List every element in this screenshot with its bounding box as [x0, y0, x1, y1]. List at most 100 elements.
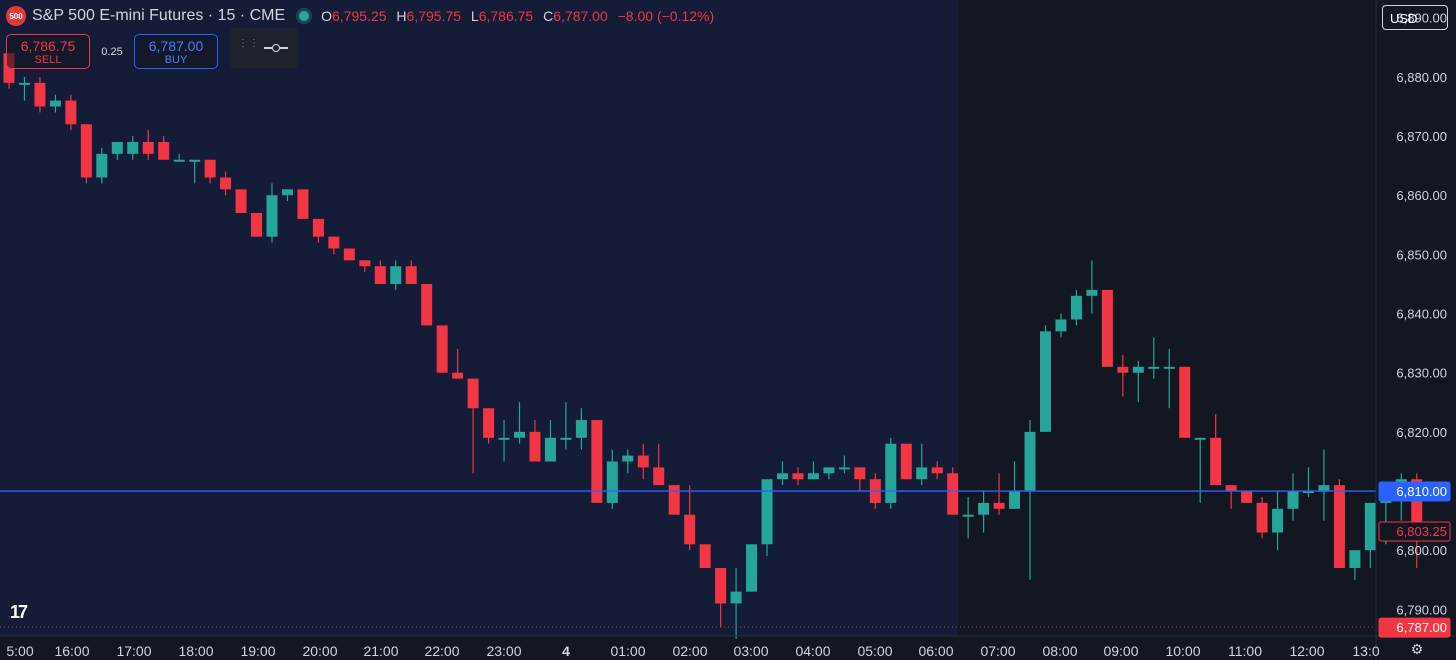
candle-body	[312, 218, 324, 237]
candle	[235, 189, 247, 213]
close-label: C	[543, 8, 554, 24]
candle-body	[1086, 289, 1098, 296]
candle-body	[792, 473, 804, 480]
candle	[266, 183, 278, 243]
gear-icon[interactable]: ⚙	[1410, 641, 1424, 657]
candle-body	[297, 189, 309, 219]
buy-button[interactable]: 6,787.00 BUY	[134, 34, 218, 69]
candle-body	[575, 420, 587, 438]
candle	[34, 76, 46, 113]
candle	[637, 443, 649, 480]
candle-body	[1241, 491, 1253, 503]
candle	[173, 153, 185, 162]
candle-body	[591, 420, 603, 503]
candle	[823, 467, 835, 480]
horizontal-line-price-tag-box	[1378, 481, 1451, 502]
candle	[1241, 491, 1253, 503]
time-tick-label: 01:00	[610, 643, 645, 659]
candle-body	[421, 283, 433, 326]
candle	[452, 349, 464, 379]
candle	[838, 455, 850, 474]
time-axis[interactable]: 5:00 16:00 17:00 18:00 19:00 20:00 21:00 22:00 2…	[6, 643, 1379, 659]
candle	[622, 449, 634, 474]
drag-handle-icon[interactable]: ⋮⋮	[238, 38, 260, 49]
time-tick-label: 07:00	[980, 643, 1015, 659]
market-status-icon[interactable]	[299, 11, 310, 21]
candle	[1364, 502, 1376, 568]
candle	[251, 212, 263, 237]
drawing-tool-widget[interactable]: ⋮⋮	[230, 28, 298, 68]
candle	[1086, 260, 1098, 314]
trade-panel: 6,786.75 SELL 0.25 6,787.00 BUY	[6, 34, 218, 69]
candle	[49, 94, 61, 113]
candle	[653, 443, 665, 486]
candle	[1302, 467, 1314, 497]
price-tick-label: 6,840.00	[1396, 307, 1447, 322]
candle-body	[544, 437, 556, 462]
symbol-title[interactable]: S&P 500 E-mini Futures · 15 · CME	[32, 7, 286, 24]
high-label: H	[396, 8, 407, 24]
time-tick-label: 09:00	[1103, 643, 1138, 659]
candle	[467, 378, 479, 474]
open-label: O	[321, 8, 333, 24]
high-value: 6,795.75	[406, 8, 462, 24]
candle-body	[885, 443, 897, 503]
candle	[158, 136, 170, 160]
price-tick-label: 6,790.00	[1396, 602, 1447, 617]
tradingview-logo[interactable]: 17	[10, 602, 28, 622]
candle	[328, 236, 340, 255]
candle-body	[730, 591, 742, 604]
candle	[916, 443, 928, 486]
candle-body	[1364, 502, 1376, 551]
time-tick-label: 12:00	[1289, 643, 1324, 659]
candle-body	[204, 159, 216, 178]
price-tick-label: 6,890.00	[1396, 11, 1447, 26]
time-tick-label: 10:00	[1165, 643, 1200, 659]
price-tick-label: 6,880.00	[1396, 70, 1447, 85]
candle-body	[1024, 431, 1036, 492]
candle-body	[235, 189, 247, 213]
candle-body	[1225, 485, 1237, 492]
candle-body	[1132, 366, 1144, 373]
candle	[962, 496, 974, 539]
candle	[220, 171, 232, 196]
candle-body	[1272, 508, 1284, 533]
candle-body	[49, 100, 61, 107]
candle-body	[962, 514, 974, 517]
candle	[80, 124, 92, 184]
candle	[127, 136, 139, 160]
candle-body	[34, 82, 46, 107]
candle-body	[220, 177, 232, 190]
candle-body	[80, 124, 92, 178]
candle-body	[343, 248, 355, 261]
candle-body	[1148, 366, 1160, 369]
candle-body	[514, 431, 526, 438]
sell-button[interactable]: 6,786.75 SELL	[6, 34, 90, 69]
candle	[1349, 550, 1361, 580]
candle	[1163, 349, 1175, 409]
candle	[1148, 337, 1160, 379]
candle-body	[281, 189, 293, 196]
candle	[1256, 496, 1268, 539]
candle	[978, 491, 990, 533]
time-tick-label: 21:00	[363, 643, 398, 659]
horizontal-line-icon[interactable]	[264, 44, 288, 52]
low-label: L	[470, 8, 479, 24]
last-price-tag: 6,803.25	[1378, 521, 1451, 542]
candle-body	[606, 461, 618, 503]
symbol-logo[interactable]: 500	[6, 6, 26, 26]
currency-selector[interactable]: USD	[1382, 5, 1448, 30]
candle-body	[405, 266, 417, 284]
candle	[96, 147, 108, 184]
candle-body	[266, 195, 278, 237]
time-tick-label: 19:00	[240, 643, 275, 659]
candle	[1210, 414, 1222, 486]
time-tick-label: 03:00	[733, 643, 768, 659]
candle-body	[993, 502, 1005, 509]
candle-body	[978, 502, 990, 515]
candle-body	[390, 266, 402, 284]
candle-body	[1349, 550, 1361, 568]
candle	[297, 189, 309, 219]
candle	[204, 159, 216, 184]
